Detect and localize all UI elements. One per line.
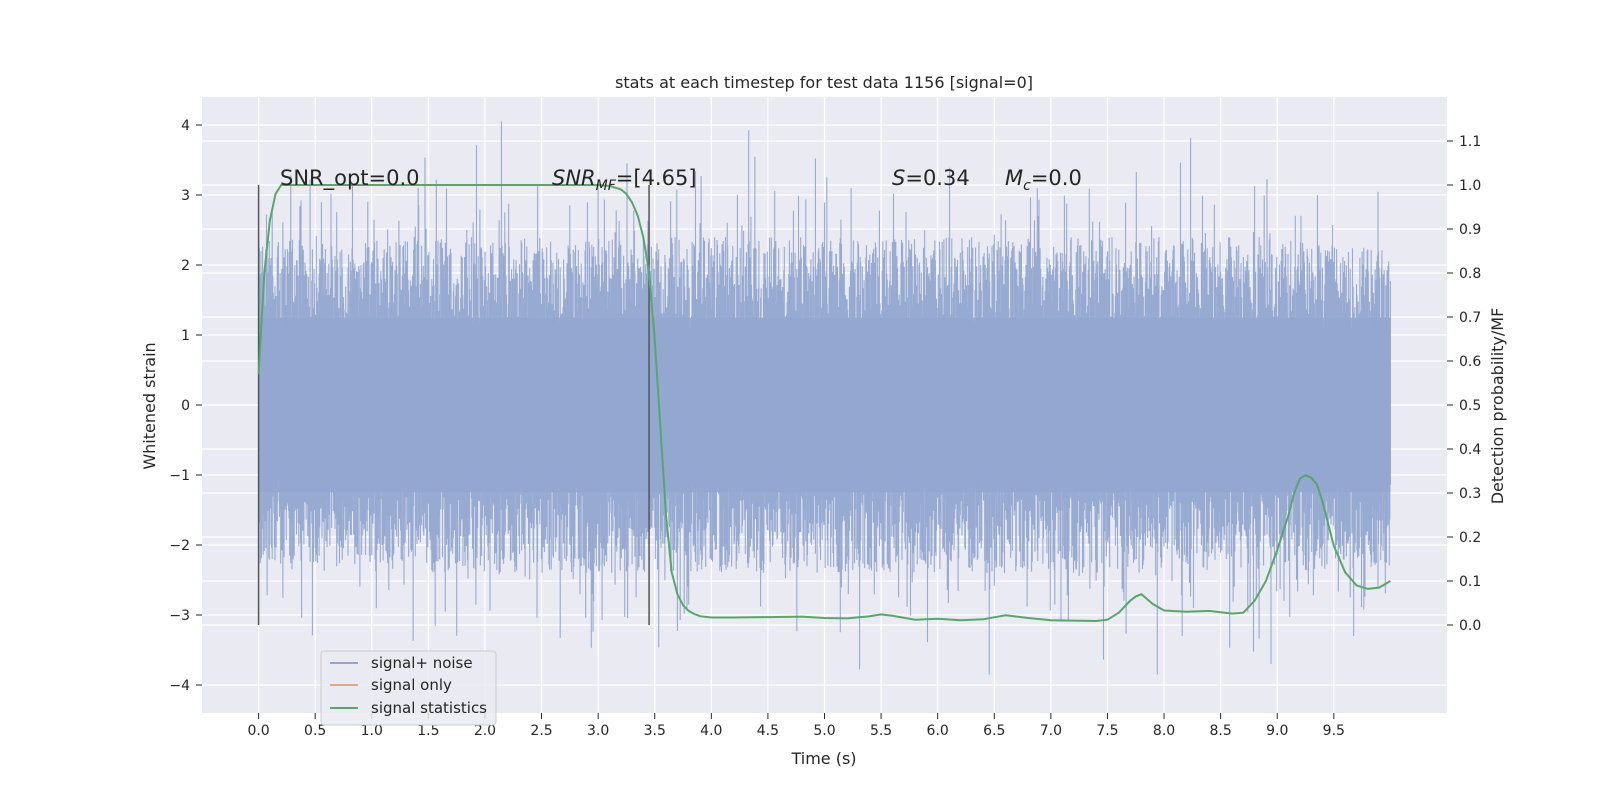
x-tick-label: 2.0 [474, 723, 496, 739]
x-tick-label: 7.5 [1096, 723, 1118, 739]
x-tick-label: 5.0 [813, 723, 835, 739]
y-left-axis-label: Whitened strain [140, 342, 159, 469]
signal-noise-trace [258, 121, 1391, 675]
annotation-mc-value: =0.0 [1031, 166, 1082, 190]
annotation-mc-symbol: M [1005, 166, 1023, 190]
signal-noise-core [258, 317, 1391, 493]
annotation-mc-subscript: c [1023, 178, 1031, 194]
y-right-tick-label: 0.8 [1459, 266, 1481, 282]
y-right-axis-label: Detection probability/MF [1488, 308, 1507, 505]
y-left-tick-label: 2 [181, 258, 190, 274]
x-tick-label: 0.5 [304, 723, 326, 739]
x-tick-label: 0.0 [247, 723, 269, 739]
y-right-tick-label: 0.4 [1459, 442, 1481, 458]
legend-label-signal-only: signal only [371, 676, 452, 694]
y-left-tick-label: 1 [181, 328, 190, 344]
x-tick-label: 7.0 [1040, 723, 1062, 739]
x-tick-label: 8.5 [1210, 723, 1232, 739]
y-left-tick-label: 3 [181, 188, 190, 204]
x-axis-label: Time (s) [790, 749, 856, 768]
x-tick-label: 9.0 [1266, 723, 1288, 739]
signal-statistics-line [257, 184, 1391, 623]
x-tick-labels: 0.0 0.5 1.0 1.5 2.0 2.5 3.0 3.5 4.0 4.5 5.0 5.5 6.0 6… [247, 713, 1345, 739]
y-right-tick-label: 1.1 [1459, 134, 1481, 150]
chart-title: stats at each timestep for test data 115… [615, 73, 1033, 92]
x-tick-label: 9.5 [1323, 723, 1345, 739]
annotation-snr-opt: SNR_opt=0.0 [280, 166, 420, 191]
y-right-tick-label: 0.3 [1459, 486, 1481, 502]
x-tick-label: 1.5 [417, 723, 439, 739]
y-right-tick-label: 0.2 [1459, 530, 1481, 546]
y-left-tick-labels: 4 3 2 1 0 −1 −2 −3 −4 [169, 118, 202, 694]
x-tick-label: 5.5 [870, 723, 892, 739]
x-tick-label: 3.5 [644, 723, 666, 739]
x-tick-label: 4.5 [757, 723, 779, 739]
y-left-tick-label: 0 [181, 398, 190, 414]
x-tick-label: 6.5 [983, 723, 1005, 739]
x-tick-label: 1.0 [361, 723, 383, 739]
annotation-mc: Mc=0.0 [1005, 166, 1082, 194]
y-left-tick-label: −3 [169, 608, 190, 624]
signal-statistics-series [257, 184, 1391, 623]
legend: signal+ noise signal only signal statist… [320, 650, 497, 726]
x-tick-label: 3.0 [587, 723, 609, 739]
annotation-s-value: =0.34 [905, 166, 969, 190]
annotation-snr-mf: SNRMF=[4.65] [552, 166, 697, 194]
y-right-tick-label: 0.5 [1459, 398, 1481, 414]
annotation-s-symbol: S [892, 166, 905, 190]
y-right-tick-label: 1.0 [1459, 178, 1481, 194]
y-left-tick-label: −4 [169, 678, 190, 694]
y-right-tick-label: 0.7 [1459, 310, 1481, 326]
annotation-snr-mf-value: =[4.65] [616, 166, 697, 190]
legend-box [320, 650, 497, 726]
annotation-s: S=0.34 [892, 166, 970, 190]
y-right-tick-labels: 1.1 1.0 0.9 0.8 0.7 0.6 0.5 0.4 0.3 0.2 0.1 0.0 [1447, 134, 1481, 634]
annotation-snr-mf-symbol: SNR [552, 166, 596, 190]
y-left-tick-label: −2 [169, 538, 190, 554]
y-right-tick-label: 0.6 [1459, 354, 1481, 370]
legend-label-signal-noise: signal+ noise [371, 654, 473, 672]
y-left-tick-label: 4 [181, 118, 190, 134]
x-tick-label: 8.0 [1153, 723, 1175, 739]
legend-label-signal-statistics: signal statistics [371, 699, 487, 717]
annotation-snr-mf-subscript: MF [596, 178, 617, 194]
y-left-tick-label: −1 [169, 468, 190, 484]
y-right-tick-label: 0.9 [1459, 222, 1481, 238]
x-tick-label: 2.5 [530, 723, 552, 739]
y-right-tick-label: 0.0 [1459, 618, 1481, 634]
x-tick-label: 4.0 [700, 723, 722, 739]
y-right-tick-label: 0.1 [1459, 574, 1481, 590]
x-tick-label: 6.0 [927, 723, 949, 739]
marker-lines [257, 185, 650, 625]
